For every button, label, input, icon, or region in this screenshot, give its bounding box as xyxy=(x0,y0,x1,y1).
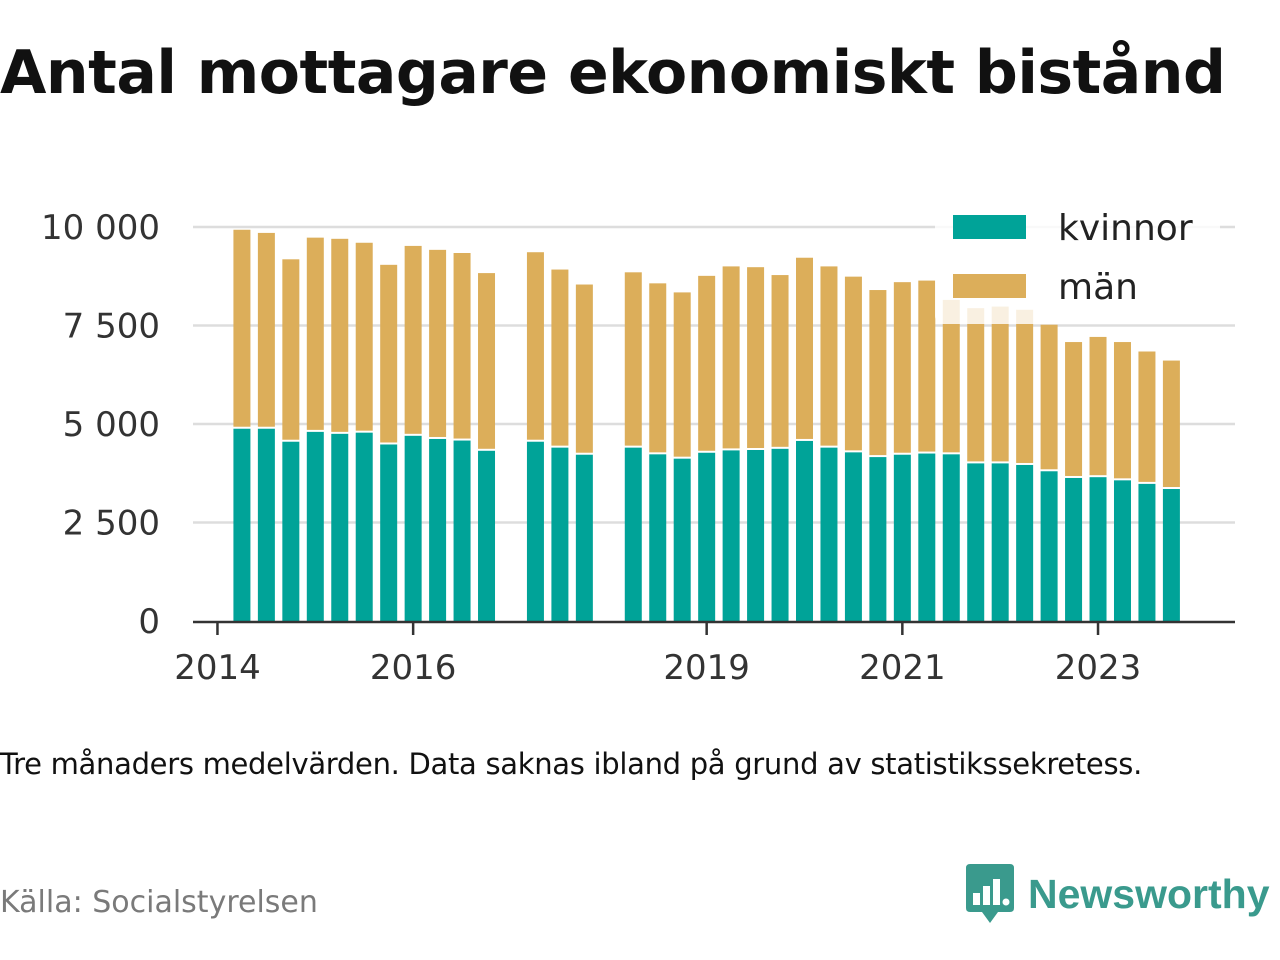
x-tick-label: 2016 xyxy=(370,648,457,688)
bar-kvinnor xyxy=(575,454,593,621)
newsworthy-logo[interactable]: Newsworthy xyxy=(964,862,1270,926)
bar-man xyxy=(306,237,324,430)
bar-man xyxy=(331,238,349,432)
bar-chart-bubble-icon xyxy=(966,864,1014,923)
bar-man xyxy=(1138,351,1156,482)
bar-kvinnor xyxy=(893,454,911,621)
bar-kvinnor xyxy=(649,454,667,621)
bar-man xyxy=(844,276,862,451)
bar-man xyxy=(747,267,765,449)
x-tick-label: 2023 xyxy=(1055,648,1142,688)
bar-man xyxy=(673,292,691,457)
bar-kvinnor xyxy=(429,438,447,621)
bar-man xyxy=(551,269,569,446)
bar-man xyxy=(1089,336,1107,476)
bar-kvinnor xyxy=(526,441,544,621)
bar-man xyxy=(796,257,814,439)
bar-kvinnor xyxy=(306,431,324,621)
brand-name: Newsworthy xyxy=(1028,870,1270,917)
legend-label-man: män xyxy=(1058,267,1138,308)
legend-label-kvinnor: kvinnor xyxy=(1058,208,1193,249)
bar-man xyxy=(453,253,471,439)
bar-man xyxy=(893,282,911,453)
bar-kvinnor xyxy=(1040,471,1058,621)
bar-man xyxy=(991,306,1009,462)
bar-kvinnor xyxy=(257,428,275,621)
bar-man xyxy=(942,299,960,453)
bar-kvinnor xyxy=(844,452,862,621)
legend-swatch-kvinnor xyxy=(953,215,1026,239)
y-tick-label: 5 000 xyxy=(63,405,160,445)
bar-kvinnor xyxy=(355,432,373,621)
bar-kvinnor xyxy=(991,463,1009,621)
bar-man xyxy=(624,272,642,446)
bar-kvinnor xyxy=(967,463,985,621)
bar-kvinnor xyxy=(722,450,740,621)
bar-man xyxy=(1065,342,1083,476)
bar-kvinnor xyxy=(1162,489,1180,621)
bar-kvinnor xyxy=(380,444,398,621)
bar-man xyxy=(380,264,398,443)
bar-kvinnor xyxy=(453,440,471,621)
bar-kvinnor xyxy=(404,435,422,621)
bar-man xyxy=(869,290,887,456)
bar-man xyxy=(257,232,275,427)
bar-kvinnor xyxy=(673,458,691,621)
y-tick-label: 0 xyxy=(138,602,160,642)
bar-kvinnor xyxy=(1065,477,1083,621)
bar-kvinnor xyxy=(551,447,569,621)
bar-kvinnor xyxy=(942,454,960,621)
bar-kvinnor xyxy=(869,457,887,621)
bar-man xyxy=(575,284,593,453)
bar-man xyxy=(698,275,716,451)
bar-man xyxy=(404,245,422,434)
bar-man xyxy=(478,273,496,449)
source-label: Källa: Socialstyrelsen xyxy=(0,885,318,920)
bar-man xyxy=(1113,342,1131,479)
bar-man xyxy=(1162,360,1180,488)
bar-kvinnor xyxy=(1138,483,1156,621)
bar-man xyxy=(1016,309,1034,463)
bar-kvinnor xyxy=(698,452,716,621)
chart-title: Antal mottagare ekonomiskt bistånd xyxy=(0,38,1226,108)
x-tick-label: 2019 xyxy=(663,648,750,688)
chart-note: Tre månaders medelvärden. Data saknas ib… xyxy=(0,747,1142,781)
y-tick-label: 7 500 xyxy=(63,307,160,347)
bar-man xyxy=(355,242,373,431)
bar-kvinnor xyxy=(624,447,642,621)
bar-man xyxy=(771,275,789,447)
bar-kvinnor xyxy=(233,428,251,621)
bar-man xyxy=(722,266,740,449)
bar-man xyxy=(282,259,300,440)
stacked-bar-chart: 0 2 500 5 000 7 500 10 000 2014 2016 2019 2021 20… xyxy=(41,202,1235,688)
legend-swatch-man xyxy=(953,274,1026,298)
bar-kvinnor xyxy=(771,448,789,621)
bar-man xyxy=(429,249,447,437)
bar-kvinnor xyxy=(282,441,300,621)
bar-kvinnor xyxy=(1089,477,1107,621)
bar-kvinnor xyxy=(796,440,814,621)
bar-kvinnor xyxy=(331,433,349,621)
bar-kvinnor xyxy=(478,450,496,621)
x-tick-label: 2014 xyxy=(174,648,261,688)
bar-kvinnor xyxy=(747,450,765,621)
bar-kvinnor xyxy=(1113,480,1131,621)
x-tick-label: 2021 xyxy=(859,648,946,688)
bar-man xyxy=(233,229,251,427)
bar-man xyxy=(820,266,838,446)
bar-man xyxy=(967,308,985,462)
bar-man xyxy=(918,280,936,452)
y-tick-label: 2 500 xyxy=(63,504,160,544)
bar-man xyxy=(649,283,667,453)
y-tick-label: 10 000 xyxy=(41,208,160,248)
bar-man xyxy=(526,252,544,440)
bar-kvinnor xyxy=(820,447,838,621)
bar-kvinnor xyxy=(1016,464,1034,621)
bar-kvinnor xyxy=(918,453,936,621)
bar-man xyxy=(1040,324,1058,470)
